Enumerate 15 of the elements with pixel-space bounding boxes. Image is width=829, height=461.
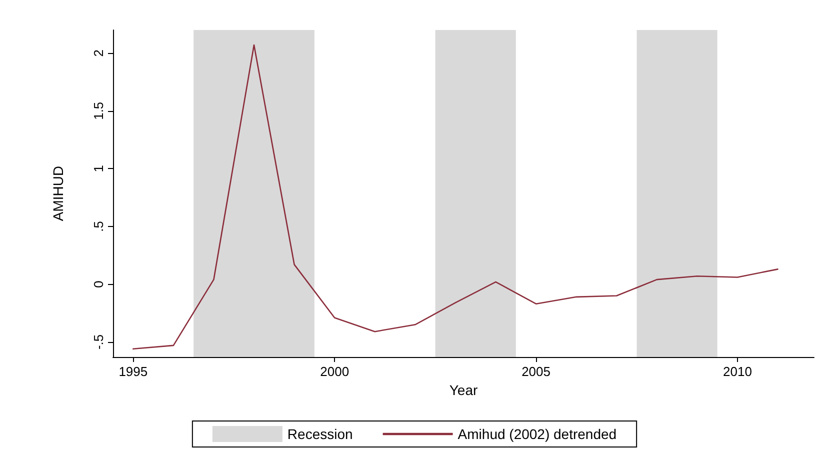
x-tick-label: 2005 <box>522 364 550 379</box>
y-tick-label: 2 <box>91 49 106 57</box>
legend-label: Recession <box>287 426 353 442</box>
y-tick-label: 1 <box>91 165 106 172</box>
y-tick-label: 0 <box>91 280 106 288</box>
y-tick-label: -.5 <box>91 334 106 350</box>
y-axis-title: AMIHUD <box>50 166 66 222</box>
x-tick-label: 1995 <box>118 364 148 379</box>
y-tick-label: 1.5 <box>91 102 106 120</box>
line-series <box>132 44 778 350</box>
x-axis-title: Year <box>449 382 478 398</box>
x-tick-label: 2000 <box>320 364 350 379</box>
legend-label: Amihud (2002) detrended <box>458 426 617 442</box>
y-tick-label: .5 <box>91 221 106 232</box>
x-tick-label: 2010 <box>722 364 752 379</box>
